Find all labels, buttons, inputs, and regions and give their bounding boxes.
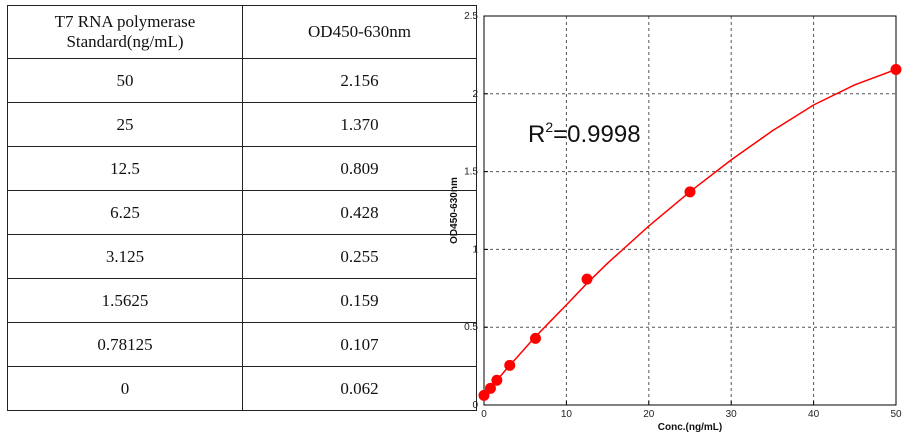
x-tick-label: 30 [726,409,738,420]
table-row: 0 0.062 [7,366,477,411]
cell-od: 0.428 [242,190,477,235]
cell-conc: 3.125 [7,234,243,279]
cell-conc: 0 [7,366,243,411]
table-row: 50 2.156 [7,58,477,103]
x-tick-label: 50 [890,409,902,420]
standard-table: T7 RNA polymerase Standard(ng/mL) OD450-… [7,5,477,411]
cell-conc: 50 [7,58,243,103]
cell-od: 0.062 [242,366,477,411]
y-tick-label: 2.5 [464,11,478,22]
cell-od: 0.809 [242,146,477,191]
cell-conc: 12.5 [7,146,243,191]
cell-conc: 0.78125 [7,322,243,367]
table-header-row: T7 RNA polymerase Standard(ng/mL) OD450-… [7,5,477,59]
x-tick-label: 40 [808,409,820,420]
x-tick-label: 20 [643,409,655,420]
x-tick-label: 0 [481,409,487,420]
table-row: 12.5 0.809 [7,146,477,191]
table-row: 0.78125 0.107 [7,322,477,367]
data-point [478,389,490,401]
x-tick-label: 10 [561,409,573,420]
table-row: 25 1.370 [7,102,477,147]
cell-od: 0.255 [242,234,477,279]
cell-conc: 6.25 [7,190,243,235]
table-row: 3.125 0.255 [7,234,477,279]
y-tick-label: 0 [472,400,478,411]
data-point [684,186,696,198]
y-tick-label: 1.5 [464,167,478,178]
header-standard: T7 RNA polymerase Standard(ng/mL) [7,5,243,59]
y-tick-label: 1 [472,244,478,255]
data-point [491,374,503,386]
data-point [484,382,496,394]
table-row: 1.5625 0.159 [7,278,477,323]
x-axis-label: Conc.(ng/mL) [658,422,722,433]
data-point [890,64,902,76]
plot-frame [483,15,897,406]
data-point [581,273,593,285]
cell-od: 2.156 [242,58,477,103]
standard-curve-chart: 0 10 20 30 40 50 0 0.5 1 1.5 2 2.5 Conc.(ng/mL) OD450… [449,11,902,433]
header-standard-line1: T7 RNA polymerase [54,12,196,31]
y-axis-label: OD450-630nm [449,177,460,244]
y-tick-label: 2 [472,89,478,100]
cell-od: 0.159 [242,278,477,323]
y-tick-label: 0.5 [464,322,478,333]
r-squared-annotation: R2=0.9998 [528,119,641,148]
table-row: 6.25 0.428 [7,190,477,235]
header-od: OD450-630nm [242,5,477,59]
cell-od: 0.107 [242,322,477,367]
header-standard-line2: Standard(ng/mL) [66,32,184,51]
data-point [530,332,541,344]
cell-conc: 25 [7,102,243,147]
data-point [504,359,516,371]
cell-conc: 1.5625 [7,278,243,323]
